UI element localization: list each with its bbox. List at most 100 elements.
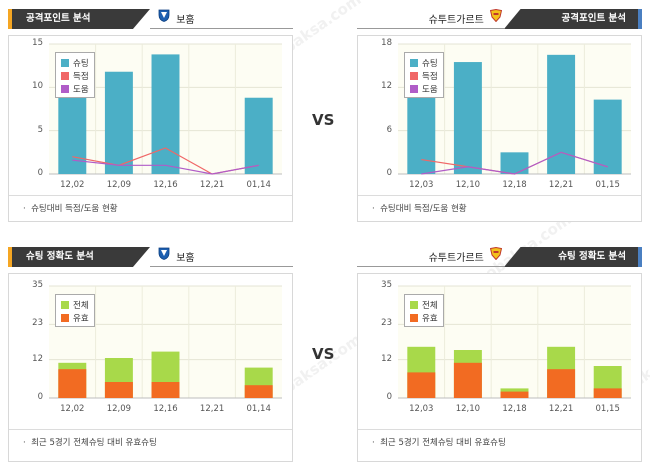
caption-text: 슈팅대비 득점/도움 현황 <box>380 204 467 214</box>
x-tick-label: 01,15 <box>595 404 620 414</box>
y-tick-label: 0 <box>386 392 392 402</box>
x-tick-label: 12,16 <box>153 404 178 414</box>
line-도움 <box>421 151 608 175</box>
y-tick-label: 6 <box>386 124 392 135</box>
legend-label: 유효 <box>422 313 438 324</box>
y-tick-label: 0 <box>386 168 392 178</box>
bar-유효 <box>151 382 180 398</box>
team-name: 보훔 <box>176 14 195 26</box>
legend-label: 도움 <box>73 84 89 95</box>
header-divider <box>150 28 293 29</box>
x-tick-label: 12,21 <box>548 404 574 414</box>
x-tick-label: 12,16 <box>153 180 178 190</box>
legend-label: 득점 <box>422 71 438 82</box>
bar-유효 <box>547 369 576 398</box>
x-tick-label: 12,02 <box>60 404 85 414</box>
header-divider <box>357 28 504 29</box>
team-label: 보훔 <box>158 247 195 267</box>
bar-슈팅 <box>407 87 436 174</box>
legend-label: 유효 <box>73 313 89 324</box>
panel-title: 슈팅 정확도 분석 <box>8 247 150 267</box>
x-tick-label: 12,21 <box>548 180 574 190</box>
caption-text: 슈팅대비 득점/도움 현황 <box>31 204 118 214</box>
chart-box: 전체 유효 · 최근 5경기 전체슈팅 대비 유효슈팅 0 12 23 35 12,02 1… <box>8 273 293 462</box>
legend-item: 슈팅 <box>61 56 89 69</box>
x-tick-label: 12,09 <box>106 180 132 190</box>
bar-슈팅 <box>104 71 133 174</box>
x-tick-label: 12,09 <box>106 404 132 414</box>
panel-home-attack: 공격포인트 분석 보훔 슈팅 득점 도움 · 슈팅대비 득점/도움 현황 0 5 10 1… <box>8 9 293 222</box>
chart-caption: · 슈팅대비 득점/도움 현황 <box>358 195 641 221</box>
bar-슈팅 <box>547 54 576 175</box>
x-tick-label: 12,10 <box>455 404 481 414</box>
x-tick-label: 01,14 <box>246 180 271 190</box>
bochum-shield-icon <box>158 247 170 268</box>
legend-label: 도움 <box>422 84 438 95</box>
x-tick-label: 01,15 <box>595 180 620 190</box>
legend-item: 슈팅 <box>410 56 438 69</box>
legend-swatch <box>61 313 69 322</box>
panel-title: 공격포인트 분석 <box>8 9 150 29</box>
legend-swatch <box>410 71 418 80</box>
chart-box: 전체 유효 · 최근 5경기 전체슈팅 대비 유효슈팅 0 12 23 35 12,03 1… <box>357 273 642 462</box>
legend-item: 유효 <box>61 311 89 324</box>
panel-away-accuracy: 슈팅 정확도 분석 슈투트가르트 전체 유효 · 최근 5경기 전체슈팅 대비 유… <box>357 246 642 462</box>
stuttgart-crest-icon <box>489 246 503 268</box>
team-name: 보훔 <box>176 252 195 264</box>
bar-슈팅 <box>453 62 482 174</box>
line-도움 <box>72 159 259 175</box>
bar-유효 <box>407 372 436 398</box>
legend-swatch <box>61 84 69 93</box>
chart-caption: · 최근 5경기 전체슈팅 대비 유효슈팅 <box>9 429 292 455</box>
y-tick-label: 18 <box>381 38 392 48</box>
chart-svg <box>49 285 282 399</box>
bar-슈팅 <box>58 87 87 174</box>
legend-swatch <box>61 71 69 80</box>
legend-label: 득점 <box>73 71 89 82</box>
panel-header: 공격포인트 분석 보훔 <box>8 9 293 29</box>
legend-label: 슈팅 <box>73 58 89 69</box>
stuttgart-crest-icon <box>489 8 503 30</box>
bar-유효 <box>104 382 133 398</box>
bar-유효 <box>244 385 273 398</box>
x-tick-label: 12,18 <box>502 180 527 190</box>
panel-title: 공격포인트 분석 <box>504 9 642 29</box>
bar-유효 <box>58 369 87 398</box>
chart-svg <box>49 43 282 175</box>
bar-유효 <box>453 362 482 398</box>
legend-item: 유효 <box>410 311 438 324</box>
bar-슈팅 <box>151 54 180 174</box>
x-tick-label: 12,10 <box>455 180 481 190</box>
chart-svg <box>398 43 631 175</box>
y-tick-label: 23 <box>32 318 43 329</box>
legend-label: 전체 <box>422 300 438 311</box>
x-tick-label: 12,03 <box>409 180 434 190</box>
bar-유효 <box>500 391 529 398</box>
legend-swatch <box>61 300 69 309</box>
vs-label: VS <box>312 345 335 363</box>
bar-슈팅 <box>593 99 622 174</box>
chart-svg <box>398 285 631 399</box>
legend-item: 전체 <box>410 298 438 311</box>
bar-슈팅 <box>500 152 529 174</box>
y-tick-label: 0 <box>37 168 43 178</box>
y-tick-label: 10 <box>32 81 43 92</box>
x-tick-label: 12,03 <box>409 404 434 414</box>
x-tick-label: 12,21 <box>199 404 225 414</box>
legend-swatch <box>410 84 418 93</box>
legend-swatch <box>410 58 418 67</box>
panel-header: 슈팅 정확도 분석 슈투트가르트 <box>357 246 642 268</box>
x-tick-label: 01,14 <box>246 404 271 414</box>
y-tick-label: 0 <box>37 392 43 402</box>
header-divider <box>150 266 293 267</box>
legend-item: 득점 <box>61 69 89 82</box>
team-label: 슈투트가르트 <box>429 8 503 30</box>
legend-item: 전체 <box>61 298 89 311</box>
